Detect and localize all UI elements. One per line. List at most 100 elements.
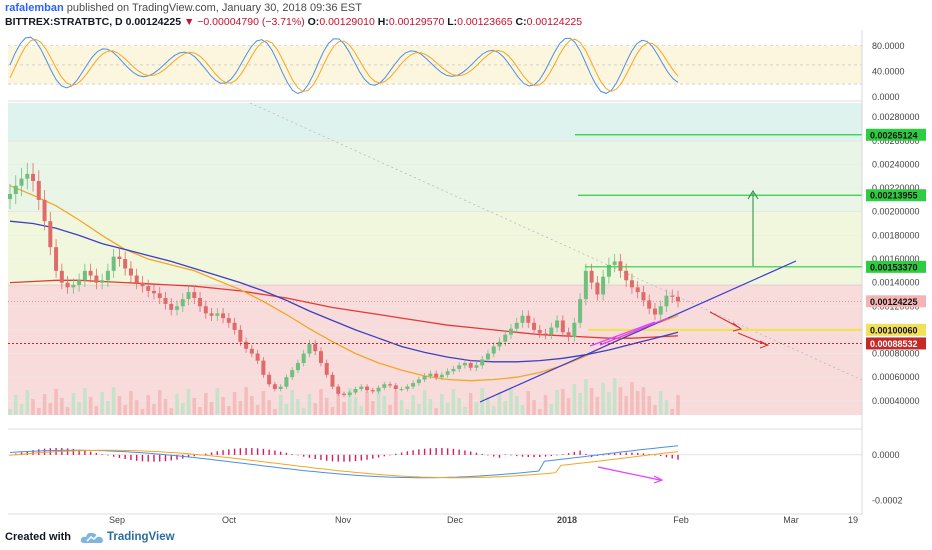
- candle: [606, 264, 611, 277]
- main-price-pane: [8, 102, 863, 415]
- volume-bar: [244, 387, 248, 415]
- volume-bar: [71, 393, 76, 415]
- candle: [48, 221, 53, 248]
- candle: [186, 292, 191, 300]
- candle: [31, 173, 36, 181]
- macd-hist-bar: [464, 450, 466, 455]
- macd-hist-bar: [423, 448, 426, 455]
- macd-hist-bar: [383, 454, 386, 457]
- stoch-rsi-pane: [8, 36, 862, 95]
- macd-hist-bar: [498, 454, 501, 458]
- candle: [676, 296, 680, 302]
- macd-hist-bar: [372, 454, 374, 459]
- macd-hist-bar: [170, 454, 172, 461]
- macd-hist-bar: [613, 453, 616, 455]
- price-axis-tick: 0.00260000: [872, 136, 920, 146]
- candle: [163, 298, 168, 304]
- volume-bar: [19, 404, 24, 415]
- publish-info: rafalemban published on TradingView.com,…: [5, 2, 362, 14]
- high-value: 0.00129570: [388, 16, 445, 28]
- macd-hist-bar: [38, 449, 40, 455]
- macd-hist-bar: [159, 454, 161, 462]
- low-value: 0.00123665: [457, 16, 513, 28]
- candle: [267, 374, 272, 385]
- volume-bar: [417, 404, 421, 415]
- candle: [652, 308, 657, 315]
- macd-hist-bar: [245, 448, 247, 455]
- volume-bar: [198, 407, 202, 415]
- candle: [59, 270, 64, 283]
- macd-hist-bar: [475, 452, 478, 455]
- price-axis-tick: 0.00220000: [872, 183, 920, 193]
- candle: [36, 181, 41, 200]
- candle: [272, 384, 277, 389]
- macd-hist-bar: [360, 454, 362, 461]
- candle: [140, 282, 145, 287]
- candle: [439, 374, 444, 378]
- candle: [180, 299, 185, 307]
- macd-hist-bar: [135, 454, 138, 461]
- volume-bar: [584, 379, 588, 415]
- candle: [543, 333, 548, 335]
- volume-bar: [526, 391, 531, 415]
- volume-bar: [347, 388, 352, 415]
- volume-bar: [175, 394, 179, 415]
- volume-bar: [428, 399, 433, 415]
- macd-hist-bar: [631, 452, 633, 455]
- volume-bar: [267, 400, 271, 415]
- candle: [445, 371, 450, 375]
- time-axis-tick: 2018: [557, 515, 577, 525]
- time-axis-tick: Oct: [222, 515, 237, 525]
- price-axis-tick: 0.00080000: [872, 349, 920, 359]
- volume-bar: [106, 401, 110, 415]
- long-downtrend-line: [249, 102, 863, 381]
- price-tag-bg: [866, 260, 926, 273]
- volume-bar: [169, 408, 174, 415]
- volume-bar: [324, 398, 329, 415]
- macd-hist-bar: [32, 450, 34, 455]
- tradingview-brand[interactable]: TradingView: [107, 531, 175, 543]
- price-tag-label: 0.00265124: [870, 130, 918, 140]
- volume-bar: [100, 392, 104, 415]
- macd-divergence-arrow-head: [653, 475, 664, 484]
- macd-hist-bar: [210, 452, 213, 455]
- symbol-name[interactable]: BITTREX:STRATBTC, D: [5, 16, 123, 28]
- candle: [601, 276, 606, 295]
- macd-hist-bar: [84, 450, 86, 455]
- candle: [342, 393, 346, 395]
- price-axis-tick: 0.00180000: [872, 230, 920, 240]
- candle: [393, 385, 398, 389]
- macd-hist-bar: [636, 452, 639, 455]
- down-triangle-icon: ▼: [183, 16, 195, 28]
- candle: [595, 282, 600, 295]
- macd-hist-bar: [366, 454, 368, 460]
- macd-hist-bar: [205, 453, 207, 455]
- macd-divergence-arrow: [597, 466, 661, 481]
- volume-bar: [630, 382, 634, 415]
- author-link[interactable]: rafalemban: [5, 2, 64, 14]
- candle: [664, 295, 669, 307]
- macd-hist-bar: [251, 448, 253, 455]
- macd-hist-bar: [395, 453, 397, 455]
- volume-bar: [83, 388, 87, 415]
- volume-bar: [48, 403, 53, 415]
- candle: [365, 386, 370, 391]
- macd-hist-bar: [95, 452, 98, 455]
- macd-hist-bar: [101, 454, 103, 455]
- volume-bar: [486, 397, 490, 415]
- volume-bar: [676, 395, 680, 415]
- volume-bar: [157, 390, 162, 415]
- volume-bar: [296, 399, 300, 415]
- volume-bar: [273, 409, 277, 415]
- volume-bar: [595, 397, 600, 415]
- zone-lower: [8, 285, 862, 415]
- macd-hist-bar: [671, 454, 673, 459]
- price-chart[interactable]: 0.00280000 0.00260000 0.00240000 0.00220000…: [0, 0, 932, 526]
- volume-bar: [624, 396, 628, 415]
- candle: [658, 306, 663, 315]
- time-axis-tick: Sep: [109, 515, 125, 525]
- volume-bar: [601, 383, 605, 415]
- volume-bar: [111, 387, 116, 415]
- high-label: H:: [377, 16, 389, 28]
- volume-bar: [365, 392, 369, 415]
